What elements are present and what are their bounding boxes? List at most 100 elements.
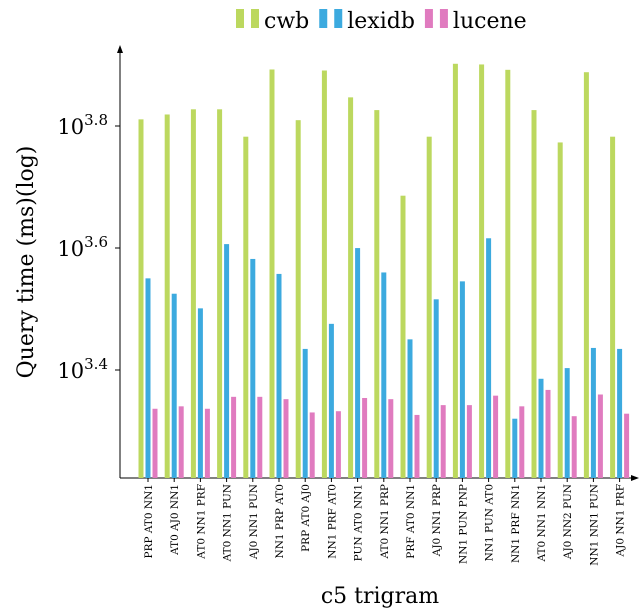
legend-swatch-lexidb — [319, 9, 328, 28]
y-tick-label-exponent: 3.8 — [84, 111, 108, 129]
bar-lucene — [414, 414, 420, 478]
x-tick-label: NN1 PRF NN1 — [510, 484, 522, 563]
bar-cwb — [269, 69, 275, 478]
x-tick-label: NN1 PUN AT0 — [484, 484, 496, 561]
category-tick-labels: PRP AT0 NN1 AT0 AJ0 NN1 AT0 NN1 PRF AT0 NN1… — [143, 484, 627, 566]
bar-cwb — [583, 72, 589, 478]
y-axis-label: Query time (ms)(log) — [14, 146, 39, 379]
bar-lexidb — [564, 368, 570, 478]
x-tick-label: PRF AT0 NN1 — [405, 484, 417, 559]
x-tick-label: PUN AT0 NN1 — [353, 484, 365, 561]
bar-cwb — [348, 97, 354, 479]
bar-cwb — [243, 136, 249, 478]
x-tick-label: NN1 NN1 PUN — [588, 484, 600, 566]
bar-lexidb — [302, 348, 308, 478]
bar-cwb — [295, 120, 301, 478]
x-tick-label: AT0 AJ0 NN1 — [169, 484, 181, 556]
bar-lexidb — [538, 378, 544, 478]
bar-lucene — [466, 405, 472, 478]
y-axis-arrow-icon — [117, 45, 123, 53]
x-tick-label: AJ0 NN1 PUN — [248, 484, 260, 560]
bar-lexidb — [407, 339, 413, 478]
y-tick-label-base: 10 — [57, 237, 84, 261]
y-tick-label: 103.8 — [57, 111, 108, 139]
legend-swatch-lexidb — [334, 9, 343, 28]
bar-lexidb — [355, 248, 361, 478]
bar-lexidb — [328, 323, 334, 478]
legend-swatch-cwb — [251, 9, 259, 28]
bar-lucene — [493, 395, 499, 478]
x-tick-label: AT0 NN1 PRF — [195, 484, 207, 560]
bar-lucene — [257, 396, 263, 478]
x-tick-label: AT0 NN1 NN1 — [536, 484, 548, 562]
x-axis-arrow-icon — [631, 475, 639, 481]
bar-lucene — [624, 413, 630, 478]
bar-cwb — [190, 109, 196, 478]
bar-lucene — [362, 397, 368, 478]
bar-lucene — [283, 399, 289, 478]
y-tick-label-base: 10 — [57, 115, 84, 139]
bar-lexidb — [197, 308, 203, 478]
bar-lexidb — [433, 299, 439, 478]
bar-lucene — [204, 408, 210, 478]
legend-swatch-cwb — [236, 9, 244, 28]
legend-swatch-lucene — [439, 9, 448, 28]
bar-lexidb — [171, 293, 177, 478]
bar-cwb — [138, 119, 144, 478]
bar-lucene — [388, 399, 394, 478]
bar-cwb — [217, 109, 223, 478]
bar-lucene — [440, 405, 446, 478]
x-axis-label: c5 trigram — [321, 584, 439, 609]
x-tick-label: PRP AT0 AJ0 — [300, 484, 312, 552]
bar-cwb — [531, 110, 537, 479]
legend-label-lexidb: lexidb — [347, 9, 415, 34]
x-tick-label: NN1 PUN PNP — [457, 484, 469, 564]
y-tick-label-base: 10 — [57, 359, 84, 383]
x-tick-label: AJ0 NN1 PRP — [431, 484, 443, 557]
bar-lucene — [309, 412, 315, 478]
bar-cwb — [374, 110, 380, 479]
bar-cwb — [426, 136, 432, 478]
bar-lexidb — [145, 278, 151, 478]
y-tick-label: 103.6 — [57, 233, 108, 261]
bar-cwb — [400, 195, 406, 478]
bar-lucene — [152, 408, 158, 478]
x-tick-label: PRP AT0 NN1 — [143, 484, 155, 558]
x-tick-label: AJ0 NN1 PRF — [615, 484, 627, 557]
y-tick-label-exponent: 3.6 — [84, 233, 108, 251]
bar-lucene — [571, 416, 577, 478]
bar-lucene — [178, 406, 184, 478]
plot-bars — [138, 63, 630, 479]
bar-lexidb — [276, 273, 282, 478]
bar-lucene — [335, 411, 341, 478]
legend-label-lucene: lucene — [453, 9, 527, 34]
bar-lexidb — [617, 348, 623, 478]
bar-lexidb — [250, 258, 256, 478]
bar-lexidb — [512, 418, 518, 478]
x-tick-label: AJ0 NN2 PUN — [562, 484, 574, 560]
bar-cwb — [452, 63, 458, 479]
x-tick-label: NN1 PRF AT0 — [326, 484, 338, 559]
bar-lucene — [597, 394, 603, 478]
legend-swatch-lucene — [424, 9, 433, 28]
bar-cwb — [321, 70, 327, 479]
legend-label-cwb: cwb — [264, 9, 309, 34]
bar-lucene — [519, 406, 525, 478]
bar-cwb — [164, 114, 170, 479]
bar-lexidb — [381, 272, 387, 478]
bar-lucene — [545, 389, 551, 478]
bar-cwb — [610, 136, 616, 478]
bar-lexidb — [590, 347, 596, 478]
bar-cwb — [557, 142, 563, 478]
bar-lexidb — [224, 244, 230, 478]
x-tick-label: AT0 NN1 PUN — [222, 484, 234, 562]
x-tick-label: NN1 PRP AT0 — [274, 484, 286, 558]
bar-lexidb — [486, 238, 492, 478]
bar-lucene — [231, 396, 237, 478]
legend: cwb lexidb lucene — [236, 9, 527, 34]
bar-cwb — [479, 64, 485, 479]
bar-cwb — [505, 69, 511, 478]
bar-lexidb — [459, 281, 465, 478]
